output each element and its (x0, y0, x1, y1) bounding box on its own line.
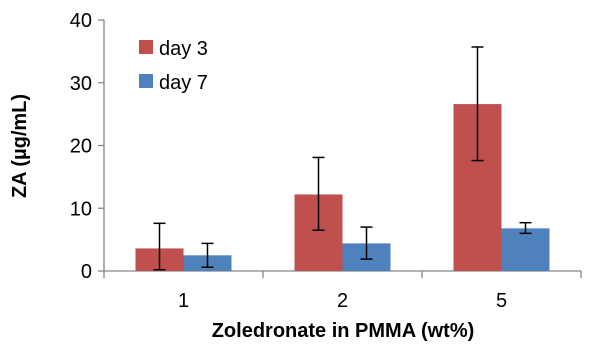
y-tick-label: 0 (81, 261, 92, 283)
x-ticks: 1 2 5 (103, 271, 582, 312)
legend-label-day-3: day 3 (159, 38, 208, 60)
legend-label-day-7: day 7 (159, 72, 208, 94)
x-tick-label: 2 (337, 290, 348, 312)
x-axis-title: Zoledronate in PMMA (wt%) (212, 320, 475, 342)
error-bar-day-7-2 (360, 226, 373, 260)
bar-day-7-5 (501, 228, 550, 271)
x-tick-label: 1 (178, 290, 189, 312)
y-tick-label: 20 (70, 136, 92, 158)
bars (135, 104, 550, 272)
error-bars (153, 46, 532, 271)
error-bar-day-3-1 (153, 222, 166, 271)
y-ticks: 0 10 20 30 40 (70, 10, 104, 283)
y-axis: 0 10 20 30 40 (70, 10, 105, 283)
error-bar-day-3-5 (471, 46, 484, 162)
legend-swatch-day-3 (139, 40, 153, 54)
y-tick-label: 10 (70, 198, 92, 220)
y-axis-title: ZA (µg/mL) (9, 94, 31, 198)
error-bar-day-7-5 (519, 221, 532, 235)
error-bar-day-3-2 (312, 156, 325, 231)
error-bar-day-7-1 (201, 242, 214, 268)
x-tick-label: 5 (496, 290, 507, 312)
legend: day 3 day 7 (139, 38, 208, 94)
y-tick-label: 40 (70, 10, 92, 32)
y-tick-label: 30 (70, 73, 92, 95)
legend-swatch-day-7 (139, 74, 153, 88)
x-axis: 1 2 5 (103, 270, 582, 312)
